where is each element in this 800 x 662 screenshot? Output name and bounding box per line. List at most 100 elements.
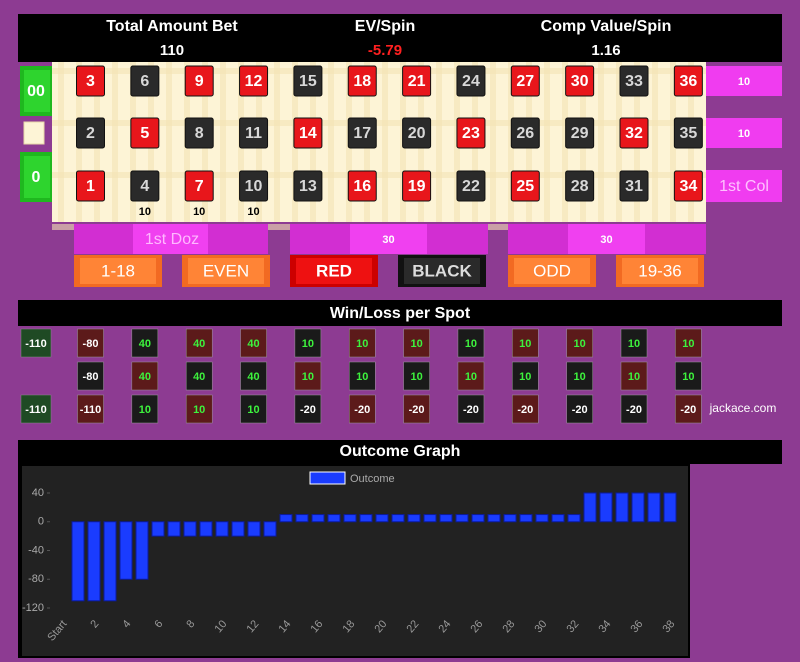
dozen-label: 30 — [382, 234, 394, 246]
winloss-value: 10 — [247, 404, 259, 416]
dozen-label: 1st Doz — [145, 231, 199, 248]
winloss-value: -80 — [83, 338, 99, 350]
number-cell — [347, 65, 377, 97]
number-label: 10 — [245, 178, 263, 195]
board-stripe — [328, 62, 334, 222]
outside-label: BLACK — [412, 261, 472, 280]
number-cell — [619, 117, 649, 149]
number-label: 19 — [408, 178, 426, 195]
board-stripe — [382, 62, 388, 222]
number-label: 3 — [86, 73, 95, 90]
winloss-cell — [185, 361, 213, 391]
number-cell — [456, 117, 486, 149]
bar — [535, 514, 549, 523]
winloss-cell — [349, 394, 376, 424]
number-cell — [239, 117, 269, 149]
bar — [615, 492, 629, 523]
bar — [103, 521, 117, 602]
header-value: 1.16 — [591, 42, 620, 59]
number-cell — [184, 65, 214, 97]
y-tick-label: 40 — [32, 487, 44, 499]
header-label: Total Amount Bet — [106, 18, 238, 35]
bar — [263, 521, 277, 537]
header-bar — [18, 14, 782, 62]
number-cell — [184, 170, 214, 202]
number-label: 31 — [625, 178, 643, 195]
dozen-label: 30 — [600, 234, 612, 246]
winloss-cell — [512, 328, 539, 358]
number-label: 15 — [299, 73, 317, 90]
winloss-cell — [185, 328, 213, 358]
number-label: 6 — [140, 73, 149, 90]
chart-title: Outcome Graph — [340, 443, 461, 460]
winloss-title: Win/Loss per Spot — [330, 305, 471, 322]
number-label: 4 — [140, 178, 149, 195]
winloss-value: -110 — [80, 404, 101, 416]
winloss-zero-value: -110 — [25, 338, 46, 350]
bar — [391, 514, 405, 523]
legend-label: Outcome — [350, 473, 395, 485]
board-stripe — [490, 62, 496, 222]
number-cell — [184, 117, 214, 149]
number-cell — [456, 65, 486, 97]
bar — [311, 514, 325, 523]
bar — [199, 521, 213, 537]
winloss-cell — [294, 361, 322, 391]
number-cell — [76, 65, 105, 97]
number-cell — [619, 170, 649, 202]
number-label: 23 — [462, 125, 480, 142]
number-cell — [673, 65, 703, 97]
winloss-value: 10 — [682, 338, 694, 350]
bar — [423, 514, 437, 523]
winloss-value: 10 — [302, 371, 314, 383]
winloss-value: 10 — [139, 404, 151, 416]
number-cell — [402, 170, 432, 202]
number-label: 11 — [245, 125, 262, 142]
number-label: 17 — [353, 125, 371, 142]
winloss-value: -20 — [409, 404, 425, 416]
bar — [439, 514, 453, 523]
number-label: 27 — [516, 73, 534, 90]
winloss-cell — [403, 394, 430, 424]
bar — [359, 514, 373, 523]
number-cell — [130, 117, 160, 149]
winloss-cell — [457, 361, 485, 391]
number-label: 24 — [462, 73, 480, 90]
site-label: jackace.com — [709, 401, 777, 415]
winloss-zero — [20, 328, 52, 358]
winloss-cell — [240, 361, 267, 391]
dozen-bet-inner — [133, 224, 208, 254]
zero-cell-inner — [24, 156, 50, 198]
winloss-cell — [512, 361, 539, 391]
street-bet: 10 — [193, 206, 205, 218]
outside-label: EVEN — [203, 261, 249, 280]
board-stripe — [616, 62, 622, 222]
bar — [455, 514, 469, 523]
bar — [471, 514, 485, 523]
number-cell — [76, 170, 105, 202]
board-stripe — [220, 62, 226, 222]
board-stripe — [562, 62, 568, 222]
number-label: 21 — [408, 73, 426, 90]
winloss-value: 40 — [247, 371, 259, 383]
street-bet: 10 — [139, 206, 151, 218]
number-label: 34 — [679, 178, 697, 195]
winloss-cell — [403, 328, 430, 358]
street-bet: 10 — [247, 206, 259, 218]
bar — [183, 521, 197, 537]
number-cell — [565, 117, 595, 149]
outside-bet-inner — [188, 258, 264, 284]
winloss-cell — [675, 361, 702, 391]
number-cell — [402, 65, 432, 97]
bar — [487, 514, 501, 523]
number-label: 13 — [299, 178, 317, 195]
board-stripe — [112, 62, 118, 222]
winloss-header — [18, 300, 782, 326]
board-stripe — [598, 62, 604, 222]
winloss-value: 10 — [519, 371, 531, 383]
column-bet-label: 1st Col — [719, 178, 769, 195]
bar — [87, 521, 101, 602]
number-cell — [239, 65, 269, 97]
board-stripe — [436, 62, 442, 222]
